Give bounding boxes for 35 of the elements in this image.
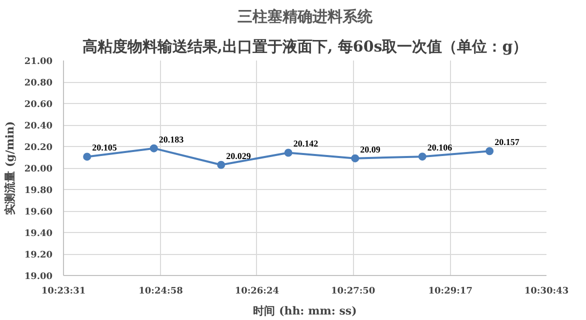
x-axis-title: 时间 (hh: mm: ss) [253, 304, 357, 318]
data-label: 20.157 [494, 137, 520, 148]
data-label: 20.09 [360, 144, 381, 154]
point [217, 160, 226, 169]
x-tick-label: 10:24:58 [138, 286, 183, 296]
y-tick-label: 20.40 [24, 122, 53, 132]
x-tick-label: 10:27:50 [330, 286, 376, 296]
y-tick-label: 19.20 [24, 250, 53, 260]
point [150, 144, 158, 152]
x-tick-label: 10:29:17 [428, 286, 472, 296]
chart-title: 三柱塞精确进料系统 [238, 8, 374, 26]
y-tick-label: 19.60 [24, 208, 53, 218]
y-tick-label: 19.80 [24, 186, 53, 196]
x-tick-label: 10:26:24 [234, 286, 280, 296]
y-tick-label: 20.60 [24, 100, 53, 110]
chart-subtitle: 高粘度物料输送结果,出口置于液面下, 每60s取一次值（单位：g） [82, 38, 528, 56]
y-tick-label: 20.00 [24, 164, 53, 174]
x-tick-label: 10:30:43 [524, 286, 569, 296]
point [486, 147, 494, 156]
data-label: 20.106 [427, 142, 453, 153]
point [418, 152, 426, 161]
y-tick-label: 19.00 [24, 272, 53, 282]
y-tick-label: 20.80 [24, 78, 53, 88]
point [351, 154, 360, 162]
point [284, 148, 292, 157]
point [83, 152, 92, 161]
data-label: 20.029 [226, 150, 252, 161]
y-tick-label: 20.20 [24, 143, 53, 153]
y-tick-label: 19.40 [24, 229, 53, 239]
y-axis-title: 实测流量 (g/min) [3, 121, 16, 215]
y-tick-label: 21.00 [24, 57, 53, 67]
data-label: 20.142 [293, 138, 319, 149]
x-tick-label: 10:23:31 [41, 286, 86, 296]
data-label: 20.105 [92, 142, 118, 153]
data-label: 20.183 [158, 134, 184, 144]
